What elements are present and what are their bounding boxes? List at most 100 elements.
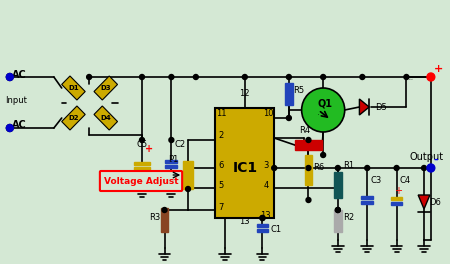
Text: Input: Input bbox=[5, 96, 27, 105]
Circle shape bbox=[287, 116, 291, 120]
Circle shape bbox=[194, 74, 198, 79]
Circle shape bbox=[169, 74, 174, 79]
Bar bbox=[285, 83, 293, 105]
Bar bbox=[256, 224, 268, 227]
Bar bbox=[216, 108, 274, 218]
Text: Q1: Q1 bbox=[318, 114, 320, 115]
Text: IC1: IC1 bbox=[232, 161, 257, 175]
Text: P1: P1 bbox=[171, 161, 172, 162]
Text: 5: 5 bbox=[219, 181, 224, 190]
FancyBboxPatch shape bbox=[94, 76, 117, 100]
Bar bbox=[391, 197, 402, 200]
Bar bbox=[166, 160, 177, 163]
Text: Output: Output bbox=[410, 79, 414, 80]
Bar bbox=[334, 210, 342, 232]
Text: D3: D3 bbox=[100, 85, 111, 91]
Text: 3: 3 bbox=[264, 161, 269, 170]
Text: -: - bbox=[434, 155, 438, 165]
Text: C5: C5 bbox=[136, 140, 148, 149]
Circle shape bbox=[140, 74, 144, 79]
Circle shape bbox=[394, 166, 399, 171]
Text: 13: 13 bbox=[239, 217, 250, 226]
Text: AC: AC bbox=[12, 120, 27, 130]
Text: R2: R2 bbox=[343, 213, 354, 222]
Text: R6: R6 bbox=[313, 163, 324, 172]
Text: C4: C4 bbox=[400, 176, 411, 185]
Bar bbox=[305, 155, 312, 185]
Bar bbox=[256, 229, 268, 232]
Circle shape bbox=[302, 88, 345, 132]
Bar bbox=[134, 162, 150, 165]
Circle shape bbox=[422, 166, 427, 171]
Circle shape bbox=[162, 208, 167, 213]
Polygon shape bbox=[418, 195, 430, 209]
Text: 10: 10 bbox=[263, 109, 274, 118]
Text: D5: D5 bbox=[375, 103, 387, 112]
Text: D2: D2 bbox=[68, 115, 79, 121]
Circle shape bbox=[428, 166, 433, 171]
Circle shape bbox=[427, 164, 435, 172]
Bar bbox=[361, 196, 373, 199]
Bar bbox=[166, 165, 177, 168]
Text: +: + bbox=[145, 144, 153, 154]
Text: R3: R3 bbox=[149, 213, 160, 222]
Circle shape bbox=[306, 138, 311, 143]
Circle shape bbox=[260, 215, 265, 220]
Bar bbox=[161, 208, 168, 232]
FancyBboxPatch shape bbox=[94, 106, 117, 130]
Circle shape bbox=[260, 215, 265, 220]
FancyBboxPatch shape bbox=[62, 106, 85, 130]
Text: P1: P1 bbox=[168, 155, 179, 164]
Circle shape bbox=[321, 153, 326, 158]
Text: 6: 6 bbox=[219, 161, 224, 170]
Circle shape bbox=[335, 166, 340, 171]
Circle shape bbox=[272, 166, 277, 171]
Text: 12: 12 bbox=[239, 89, 250, 98]
Text: 4: 4 bbox=[264, 181, 269, 190]
Circle shape bbox=[185, 186, 190, 191]
Text: C2: C2 bbox=[174, 140, 185, 149]
Text: D4: D4 bbox=[100, 115, 111, 121]
FancyBboxPatch shape bbox=[62, 76, 85, 100]
Text: C1: C1 bbox=[270, 225, 281, 234]
Circle shape bbox=[321, 74, 326, 79]
Text: C3: C3 bbox=[370, 176, 382, 185]
Text: R4: R4 bbox=[299, 126, 310, 135]
Text: +: + bbox=[434, 64, 443, 74]
Circle shape bbox=[140, 138, 144, 143]
Bar bbox=[361, 201, 373, 204]
Circle shape bbox=[243, 74, 247, 79]
Circle shape bbox=[427, 73, 435, 81]
Text: 7: 7 bbox=[219, 203, 224, 212]
Circle shape bbox=[360, 74, 365, 79]
Circle shape bbox=[335, 208, 340, 213]
Circle shape bbox=[306, 197, 311, 202]
Circle shape bbox=[404, 74, 409, 79]
Text: R5: R5 bbox=[293, 86, 304, 95]
Bar bbox=[391, 202, 402, 205]
Text: D1: D1 bbox=[68, 85, 79, 91]
Bar bbox=[183, 161, 193, 189]
Circle shape bbox=[6, 73, 13, 81]
Text: +: + bbox=[394, 186, 402, 196]
Bar bbox=[134, 167, 150, 170]
Text: D6: D6 bbox=[429, 198, 441, 207]
Polygon shape bbox=[360, 99, 369, 115]
Circle shape bbox=[169, 138, 174, 143]
Text: Output: Output bbox=[410, 152, 443, 162]
Circle shape bbox=[306, 166, 311, 171]
Text: Voltage Adjust: Voltage Adjust bbox=[104, 177, 178, 186]
Bar bbox=[295, 140, 322, 150]
Circle shape bbox=[6, 125, 13, 131]
Bar bbox=[334, 172, 342, 198]
Circle shape bbox=[6, 125, 13, 131]
Circle shape bbox=[6, 73, 13, 81]
Text: AC: AC bbox=[12, 70, 27, 80]
Circle shape bbox=[87, 74, 91, 79]
Text: 13: 13 bbox=[261, 211, 271, 220]
Text: 2: 2 bbox=[219, 131, 224, 140]
Circle shape bbox=[335, 208, 340, 213]
FancyBboxPatch shape bbox=[100, 171, 182, 191]
Text: R1: R1 bbox=[343, 161, 354, 170]
Text: 11: 11 bbox=[216, 109, 226, 118]
